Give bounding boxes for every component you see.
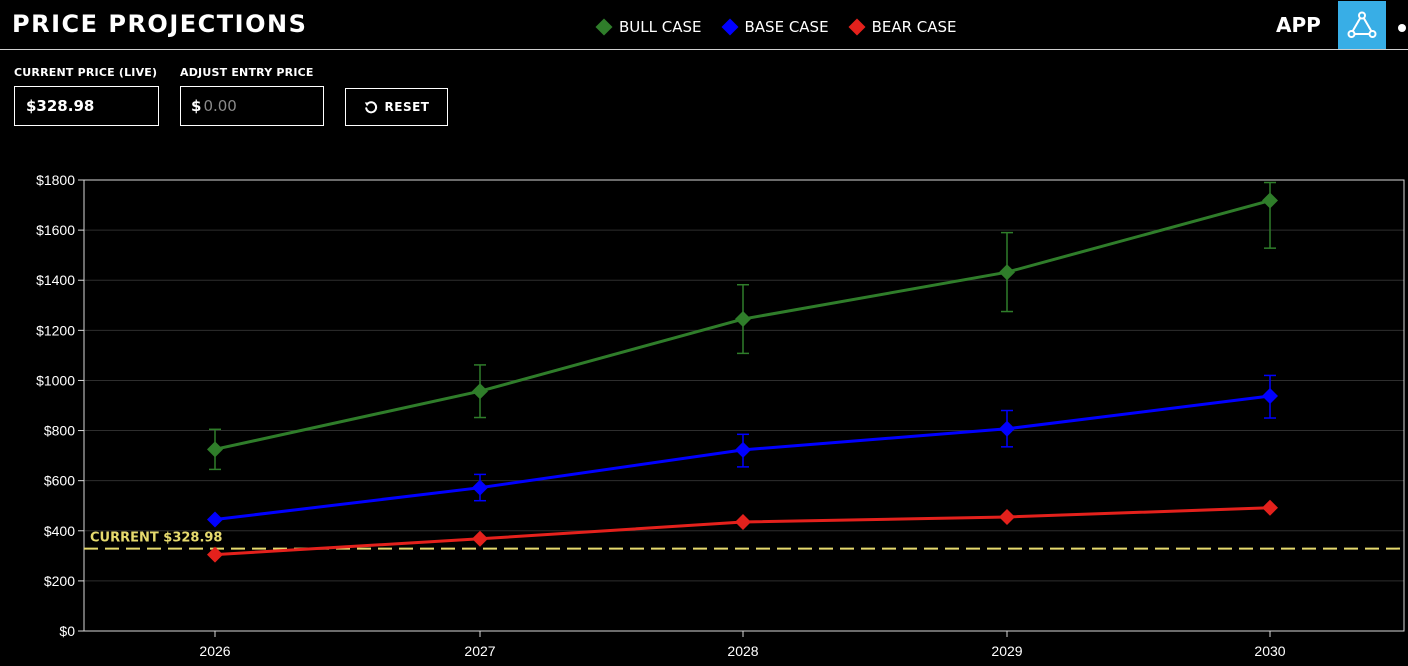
bull-diamond-icon [595,18,613,36]
currency-prefix: $ [191,97,202,115]
current-price-display: $328.98 [14,86,159,126]
entry-price-input[interactable] [203,97,314,115]
entry-price-field[interactable]: $ [180,86,324,126]
page-title: PRICE PROJECTIONS [12,10,308,38]
top-bar: PRICE PROJECTIONS BULL CASE BASE CASE BE… [0,0,1408,50]
bull-data-point [999,264,1015,281]
chart-legend: BULL CASE BASE CASE BEAR CASE [595,18,977,36]
base-data-point [472,479,488,496]
y-tick-label: $1000 [36,372,75,388]
base-diamond-icon [721,18,738,36]
y-tick-label: $0 [59,623,75,639]
bull-case-series [207,181,1278,471]
y-tick-label: $800 [44,423,75,439]
base-data-point [999,420,1015,437]
current-price-label: CURRENT PRICE (LIVE) [14,66,158,79]
y-tick-label: $400 [44,523,75,539]
bull-error-bar [1264,181,1276,249]
legend-item-bull[interactable]: BULL CASE [595,18,702,36]
legend-item-bear[interactable]: BEAR CASE [848,18,957,36]
bull-data-point [1262,192,1278,209]
reset-icon [364,101,377,114]
triangle-network-icon [1347,11,1377,38]
x-tick-label: 2028 [727,643,758,659]
legend-label-base: BASE CASE [744,18,829,36]
bull-data-point [735,311,751,328]
reset-button[interactable]: RESET [345,88,448,126]
bear-data-point [207,546,223,563]
bear-data-point [1262,499,1278,516]
y-tick-label: $200 [44,573,75,589]
x-tick-label: 2026 [199,643,230,659]
x-tick-label: 2029 [991,643,1022,659]
bull-data-point [472,383,488,400]
legend-item-base[interactable]: BASE CASE [721,18,829,36]
x-tick-label: 2030 [1254,643,1285,659]
bear-data-point [999,508,1015,525]
overflow-menu-icon[interactable] [1398,18,1408,34]
app-switch-button[interactable] [1338,1,1386,49]
bear-data-point [472,530,488,547]
base-data-point [735,441,751,458]
plot-frame [83,179,1405,632]
legend-label-bull: BULL CASE [619,18,702,36]
bull-data-point [207,441,223,458]
y-tick-label: $600 [44,473,75,489]
y-tick-label: $1400 [36,272,75,288]
base-case-series [207,374,1278,528]
price-projection-chart: CURRENT $328.98 $0 $200 $400 $600 $800 $1000 $… [36,172,1405,659]
entry-price-label: ADJUST ENTRY PRICE [180,66,314,79]
bear-diamond-icon [848,18,866,36]
y-tick-label: $1800 [36,172,75,188]
base-data-point [1262,387,1278,404]
y-tick-label: $1200 [36,322,75,338]
base-data-point [207,511,223,528]
current-price-line-label: CURRENT $328.98 [90,531,222,546]
bear-data-point [735,514,751,531]
reset-label: RESET [384,100,430,114]
app-label: APP [1276,13,1321,37]
legend-label-bear: BEAR CASE [871,18,957,36]
y-tick-label: $1600 [36,222,75,238]
x-tick-label: 2027 [464,643,495,659]
